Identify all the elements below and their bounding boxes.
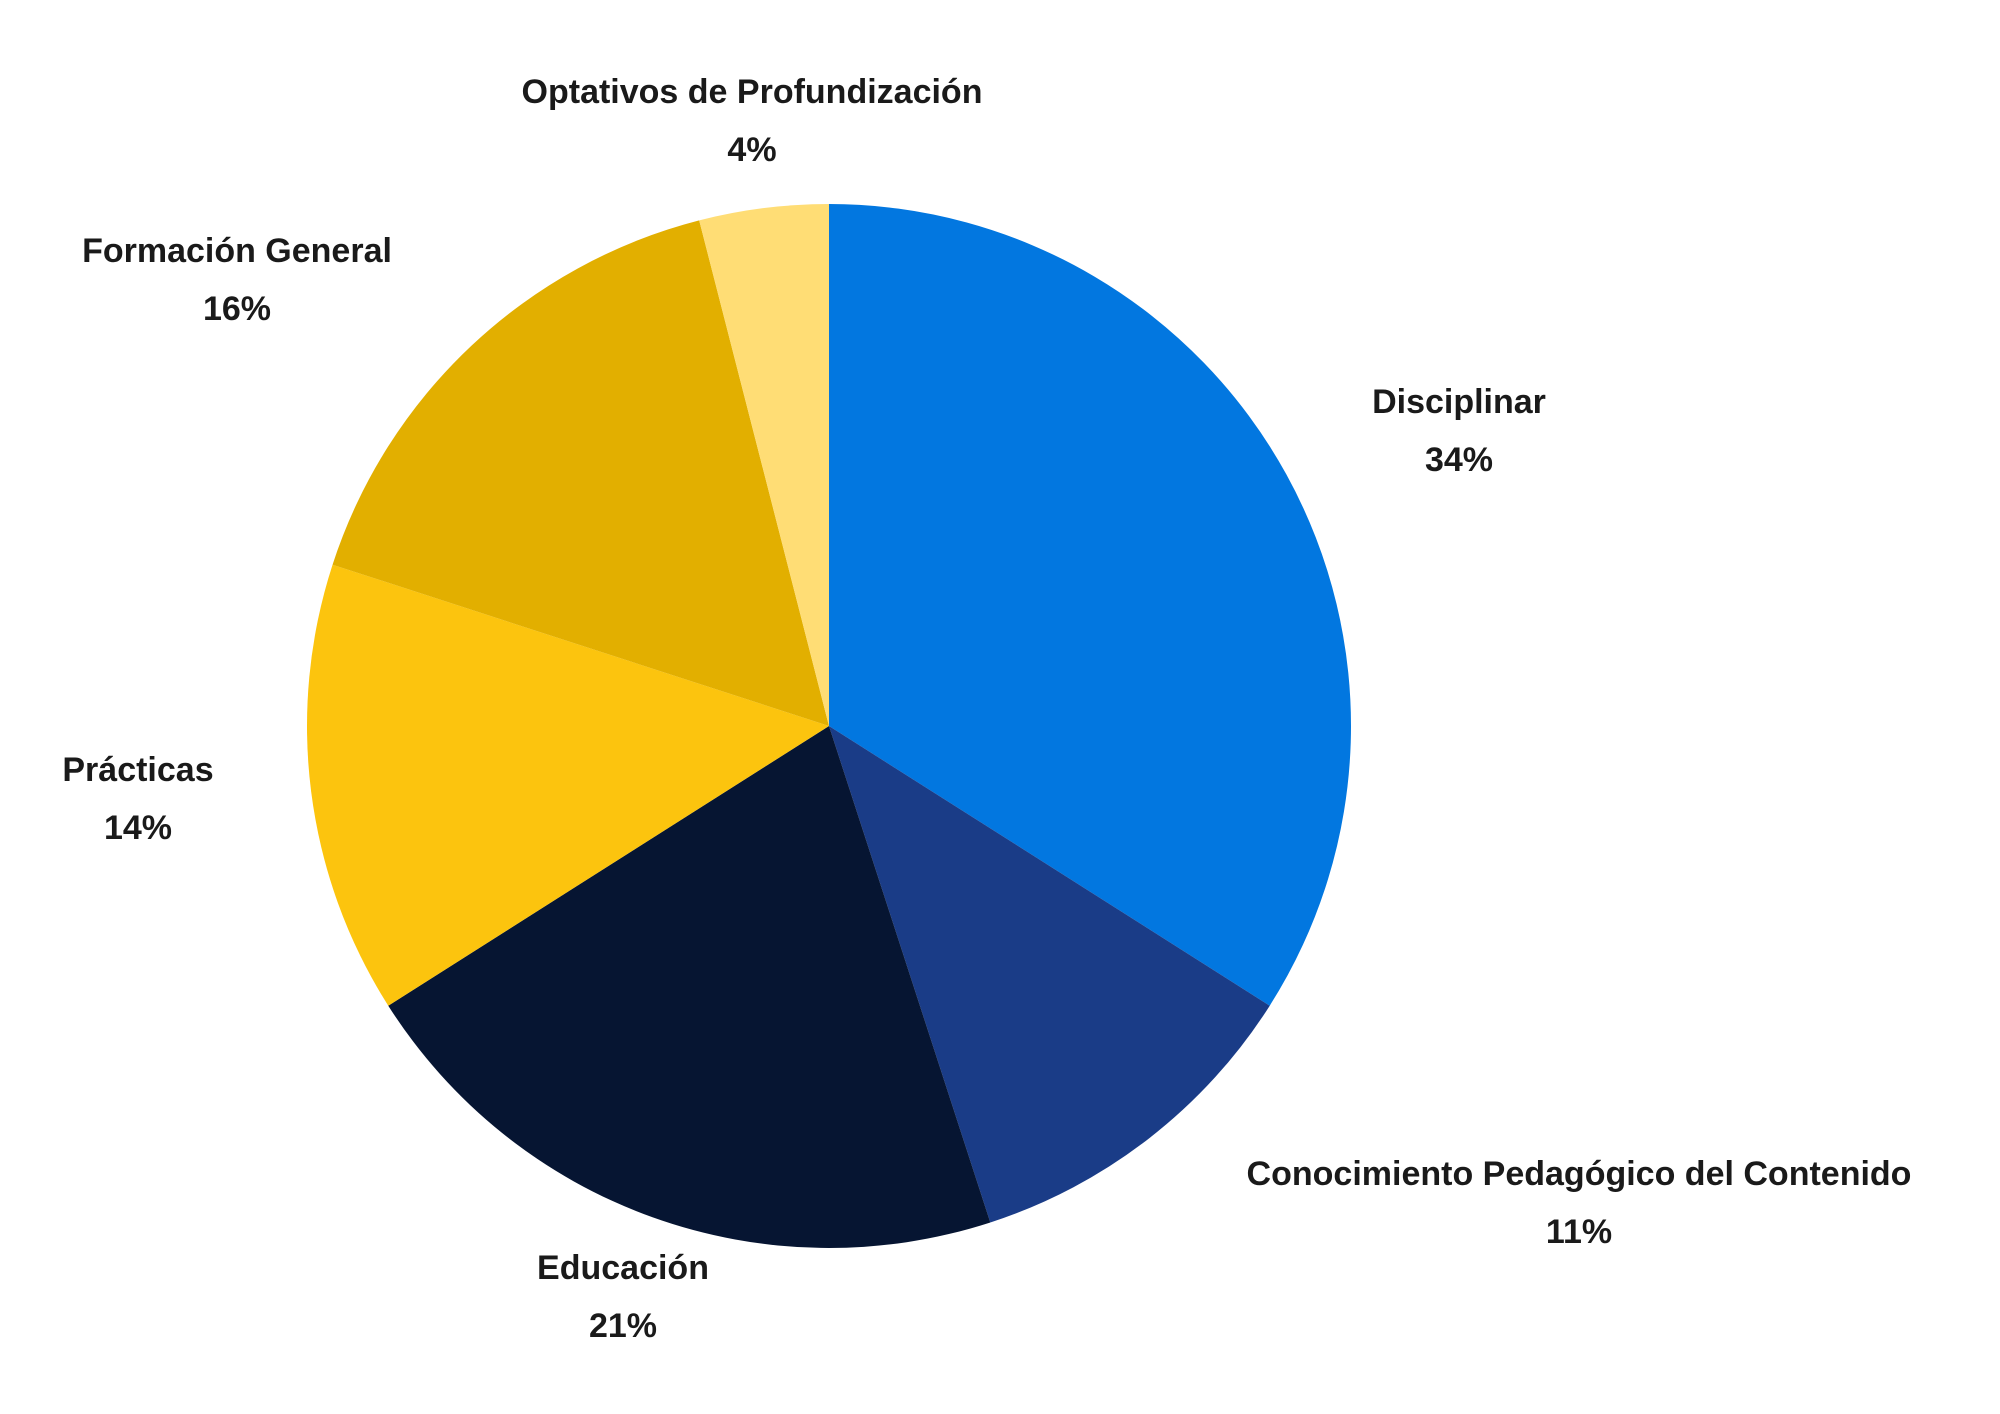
value-label: 4%	[727, 131, 776, 169]
pie-slice	[332, 220, 829, 726]
slice-label: Optativos de Profundización	[522, 73, 983, 111]
pie-slice	[388, 726, 991, 1248]
value-label: 34%	[1425, 441, 1493, 479]
value-label: 14%	[104, 809, 172, 847]
slice-label: Prácticas	[62, 751, 213, 789]
pie-slice	[829, 726, 1270, 1223]
pie-slice	[699, 204, 829, 726]
slice-label: Formación General	[82, 232, 392, 270]
value-label: 11%	[1546, 1213, 1612, 1251]
slice-label: Educación	[537, 1249, 709, 1287]
value-label: 16%	[203, 290, 271, 328]
pie-slice	[829, 204, 1351, 1006]
slice-label: Conocimiento Pedagógico del Contenido	[1247, 1155, 1912, 1193]
value-label: 21%	[589, 1307, 657, 1345]
slice-label: Disciplinar	[1372, 383, 1546, 421]
pie-slice	[307, 564, 829, 1006]
